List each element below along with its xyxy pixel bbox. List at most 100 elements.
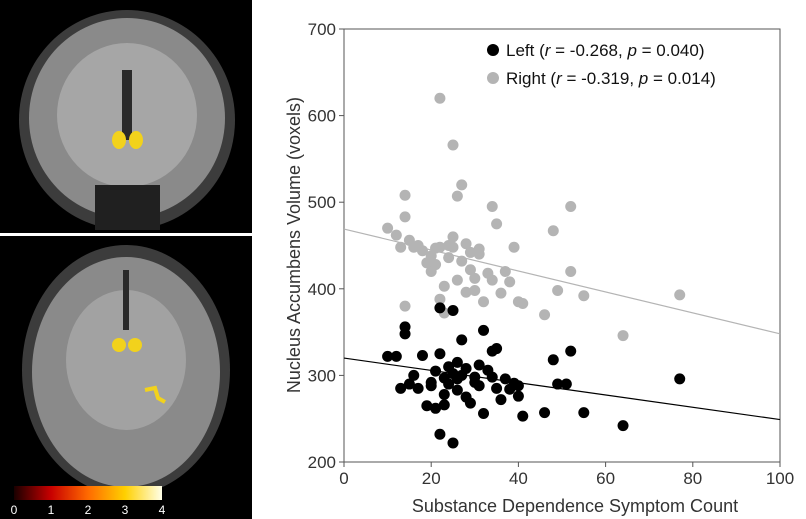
y-tick-label: 600 bbox=[308, 107, 336, 126]
point-left bbox=[403, 378, 415, 390]
point-right bbox=[578, 290, 590, 302]
legend-marker-right bbox=[487, 72, 499, 84]
point-right bbox=[469, 285, 481, 297]
axial-right-accumbens-roi bbox=[128, 338, 142, 352]
point-left bbox=[486, 371, 498, 383]
x-tick-label: 100 bbox=[766, 469, 794, 488]
point-left bbox=[390, 350, 402, 362]
point-left bbox=[552, 378, 564, 390]
legend-label-right: Right (r = -0.319, p = 0.014) bbox=[506, 69, 716, 88]
legend-marker-left bbox=[487, 44, 499, 56]
point-right bbox=[390, 229, 402, 241]
point-left bbox=[438, 399, 450, 411]
point-right bbox=[456, 255, 468, 267]
colorbar-label-3: 3 bbox=[122, 503, 129, 517]
point-right bbox=[416, 245, 428, 257]
coronal-mri-slice bbox=[19, 10, 235, 230]
point-right bbox=[464, 264, 476, 276]
point-right bbox=[456, 179, 468, 191]
point-left bbox=[412, 382, 424, 394]
axial-roi-cluster bbox=[144, 385, 166, 404]
point-left bbox=[456, 334, 468, 346]
y-tick-label: 200 bbox=[308, 453, 336, 472]
point-right bbox=[395, 241, 407, 253]
point-right bbox=[565, 265, 577, 277]
y-axis-title: Nucleus Accumbens Volume (voxels) bbox=[284, 97, 304, 393]
point-left bbox=[499, 373, 511, 385]
point-right bbox=[473, 243, 485, 255]
point-left bbox=[443, 378, 455, 390]
colorbar-label-4: 4 bbox=[159, 503, 166, 517]
brain-images-panel: 0 1 2 3 4 bbox=[0, 0, 252, 519]
colorbar-label-1: 1 bbox=[48, 503, 55, 517]
point-right bbox=[434, 241, 446, 253]
point-left bbox=[395, 382, 407, 394]
point-left bbox=[434, 428, 446, 440]
point-left bbox=[547, 354, 559, 366]
point-left bbox=[451, 384, 463, 396]
point-right bbox=[517, 298, 529, 310]
point-left bbox=[478, 324, 490, 336]
point-right bbox=[495, 287, 507, 299]
point-left bbox=[416, 349, 428, 361]
point-left bbox=[460, 362, 472, 374]
axial-midline bbox=[123, 270, 129, 330]
point-left bbox=[512, 380, 524, 392]
point-left bbox=[399, 328, 411, 340]
point-right bbox=[434, 92, 446, 104]
x-tick-label: 40 bbox=[509, 469, 528, 488]
point-right bbox=[547, 225, 559, 237]
colorbar-label-0: 0 bbox=[11, 503, 18, 517]
point-right bbox=[434, 293, 446, 305]
point-left bbox=[560, 378, 572, 390]
left-accumbens-roi bbox=[112, 131, 126, 149]
point-right bbox=[430, 259, 442, 271]
point-left bbox=[491, 382, 503, 394]
point-right bbox=[491, 218, 503, 230]
point-right bbox=[504, 276, 516, 288]
point-right bbox=[451, 274, 463, 286]
point-right bbox=[399, 300, 411, 312]
point-left bbox=[425, 380, 437, 392]
right-accumbens-roi bbox=[129, 131, 143, 149]
point-right bbox=[499, 265, 511, 277]
point-right bbox=[674, 289, 686, 301]
x-axis-title: Substance Dependence Symptom Count bbox=[412, 496, 738, 516]
axial-left-accumbens-roi bbox=[112, 338, 126, 352]
point-right bbox=[443, 252, 455, 264]
point-left bbox=[438, 388, 450, 400]
trend-line-left bbox=[343, 357, 781, 421]
colorbar-label-2: 2 bbox=[85, 503, 92, 517]
legend: Left (r = -0.268, p = 0.040) Right (r = … bbox=[487, 41, 716, 88]
point-right bbox=[469, 272, 481, 284]
point-right bbox=[617, 330, 629, 342]
point-right bbox=[486, 274, 498, 286]
y-tick-label: 300 bbox=[308, 366, 336, 385]
point-right bbox=[464, 246, 476, 258]
point-right bbox=[447, 139, 459, 151]
point-left bbox=[674, 373, 686, 385]
x-tick-label: 20 bbox=[422, 469, 441, 488]
point-right bbox=[399, 189, 411, 201]
point-right bbox=[552, 285, 564, 297]
x-tick-label: 0 bbox=[339, 469, 348, 488]
data-points bbox=[382, 92, 686, 449]
point-left bbox=[517, 410, 529, 422]
point-left bbox=[473, 380, 485, 392]
point-left bbox=[430, 402, 442, 414]
coronal-base bbox=[95, 185, 160, 230]
panel-divider bbox=[0, 233, 252, 236]
axis-ticks: 0 20 40 60 80 100 200 300 400 500 600 700 bbox=[308, 20, 795, 488]
point-left bbox=[430, 365, 442, 377]
point-right bbox=[447, 231, 459, 243]
point-left bbox=[447, 304, 459, 316]
point-left bbox=[408, 369, 420, 381]
point-left bbox=[478, 408, 490, 420]
coronal-ventricle bbox=[122, 70, 132, 140]
point-left bbox=[491, 343, 503, 355]
point-left bbox=[434, 348, 446, 360]
point-left bbox=[565, 345, 577, 357]
point-right bbox=[399, 211, 411, 223]
point-right bbox=[508, 241, 520, 253]
